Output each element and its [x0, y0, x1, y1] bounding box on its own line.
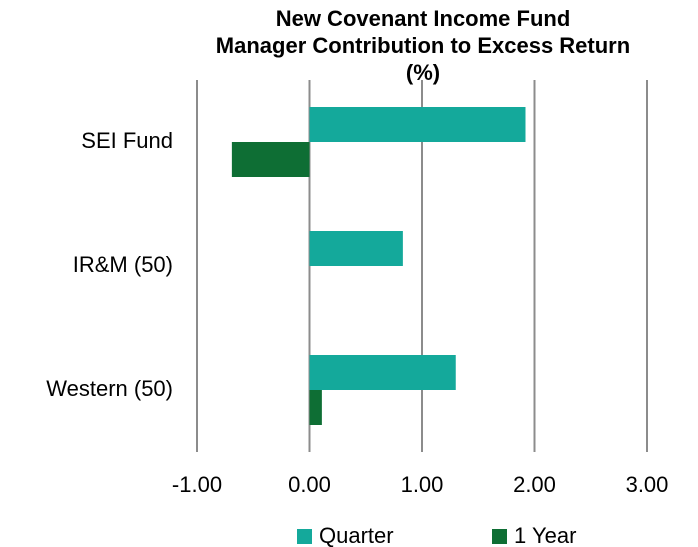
x-tick-label: -1.00 [172, 472, 222, 497]
x-tick-label: 2.00 [513, 472, 556, 497]
chart-title: Manager Contribution to Excess Return [216, 33, 630, 58]
y-tick-label: IR&M (50) [73, 252, 173, 277]
chart-title: New Covenant Income Fund [276, 6, 571, 31]
x-tick-label: 0.00 [288, 472, 331, 497]
x-tick-label: 3.00 [626, 472, 669, 497]
bar [309, 355, 456, 390]
bar [309, 231, 403, 266]
legend-label: 1 Year [514, 523, 576, 547]
legend-swatch [492, 529, 507, 544]
bar [309, 390, 322, 425]
legend-label: Quarter [319, 523, 394, 547]
y-tick-label: SEI Fund [81, 128, 173, 153]
bar [309, 107, 526, 142]
x-tick-label: 1.00 [401, 472, 444, 497]
bar [231, 142, 310, 177]
legend-swatch [297, 529, 312, 544]
y-tick-label: Western (50) [46, 376, 173, 401]
